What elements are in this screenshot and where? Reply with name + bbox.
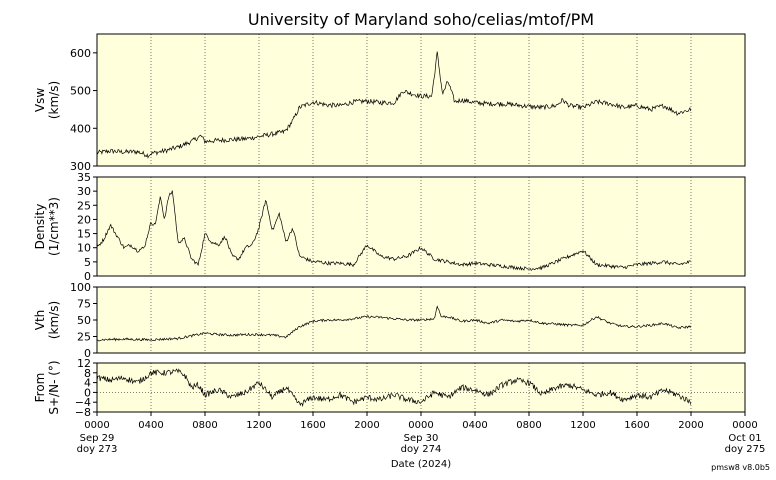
x-tick-label: 0800 xyxy=(192,420,217,431)
x-tick-label: 0800 xyxy=(516,420,541,431)
y-tick-label: 300 xyxy=(70,160,91,173)
y-tick-label: 12 xyxy=(77,357,91,370)
y-tick-label: 15 xyxy=(77,228,91,241)
y-axis-label: From xyxy=(33,373,47,403)
y-tick-label: −4 xyxy=(75,396,91,409)
x-tick-label: 0000 xyxy=(84,420,109,431)
x-date-label: Sep 30 xyxy=(404,433,439,444)
y-tick-label: 4 xyxy=(84,377,91,390)
series-line-vth xyxy=(96,305,692,342)
x-doy-label: doy 275 xyxy=(725,444,766,455)
chart-title: University of Maryland soho/celias/mtof/… xyxy=(248,10,594,29)
x-tick-label: 1200 xyxy=(246,420,271,431)
y-tick-label: 0 xyxy=(84,347,91,360)
x-doy-label: doy 274 xyxy=(401,444,442,455)
y-tick-label: 600 xyxy=(70,47,91,60)
x-tick-label: 0400 xyxy=(462,420,487,431)
y-axis-label: Vsw xyxy=(33,88,47,112)
y-axis-label: (km/s) xyxy=(47,301,61,339)
x-tick-label: 1600 xyxy=(624,420,649,431)
x-tick-label: 1200 xyxy=(570,420,595,431)
x-tick-label: 0000 xyxy=(408,420,433,431)
y-tick-label: 20 xyxy=(77,213,91,226)
y-tick-label: 75 xyxy=(77,298,91,311)
y-axis-label: S+/N- (°) xyxy=(47,360,61,414)
version-footer: pmsw8 v8.0b5 xyxy=(711,463,770,472)
y-tick-label: 500 xyxy=(70,85,91,98)
y-tick-label: 5 xyxy=(84,256,91,269)
y-axis-label: Vth xyxy=(33,310,47,331)
y-tick-label: 0 xyxy=(84,386,91,399)
x-axis-label: Date (2024) xyxy=(391,459,451,470)
y-tick-label: 50 xyxy=(77,314,91,327)
x-tick-label: 0400 xyxy=(138,420,163,431)
series-line-vsw xyxy=(96,51,692,159)
panel-vth: 0 25 50 75 100 Vth (km/s) xyxy=(33,281,746,360)
series-line-density xyxy=(96,190,691,271)
y-tick-label: 10 xyxy=(77,242,91,255)
y-tick-label: 25 xyxy=(77,199,91,212)
x-tick-label: 0000 xyxy=(732,420,757,431)
x-doy-label: doy 273 xyxy=(77,444,118,455)
y-tick-label: 30 xyxy=(77,185,91,198)
y-tick-label: 100 xyxy=(70,281,91,294)
x-tick-label: 2000 xyxy=(354,420,379,431)
panel-frame xyxy=(96,33,746,167)
y-axis-label: (1/cm**3) xyxy=(47,197,61,256)
x-tick-label: 2000 xyxy=(678,420,703,431)
panel-vsw: 300 400 500 600 Vsw (km/s) xyxy=(33,33,746,173)
x-date-label: Oct 01 xyxy=(728,433,761,444)
y-tick-label: 25 xyxy=(77,331,91,344)
panel-background xyxy=(97,177,745,276)
panel-frame xyxy=(96,176,746,277)
y-tick-label: 35 xyxy=(77,171,91,184)
x-axis: 0000 0400 0800 1200 1600 2000 0000 0400 0800 1200… xyxy=(77,412,766,455)
series-line-from xyxy=(96,368,692,408)
y-axis-label: (km/s) xyxy=(47,81,61,119)
x-date-label: Sep 29 xyxy=(80,433,115,444)
y-axis-label: Density xyxy=(33,204,47,250)
x-tick-label: 1600 xyxy=(300,420,325,431)
y-tick-label: 0 xyxy=(84,270,91,283)
y-tick-label: 400 xyxy=(70,122,91,135)
y-tick-label: 8 xyxy=(84,367,91,380)
y-tick-label: −8 xyxy=(75,406,91,419)
